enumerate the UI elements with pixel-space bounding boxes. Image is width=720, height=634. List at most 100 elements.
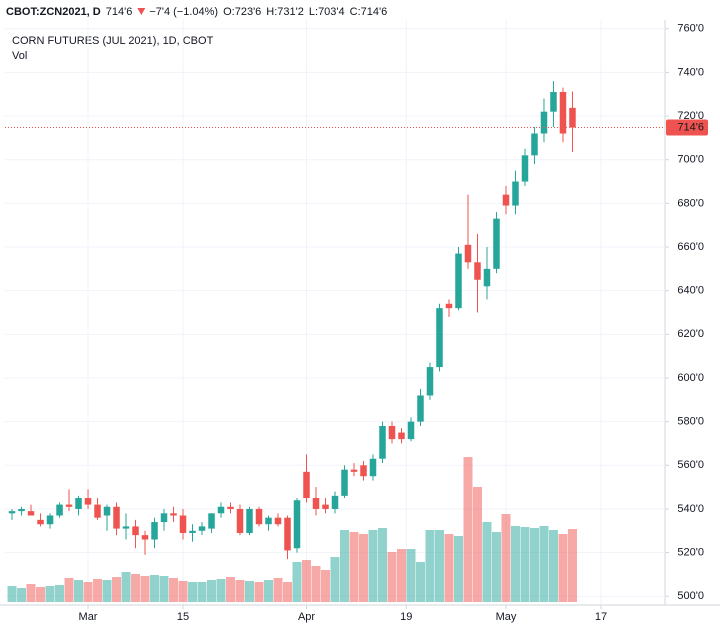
volume-bar (311, 566, 321, 602)
candle-body (502, 194, 510, 206)
y-tick-label: 520'0 (677, 547, 704, 559)
volume-bar (339, 530, 349, 602)
volume-bar (491, 532, 501, 602)
candle-body (369, 458, 377, 477)
header: CBOT:ZCN2021, D 714'6 −7'4 (−1.04%) O: 723'6… (6, 6, 387, 18)
volume-bar (226, 577, 236, 602)
volume-bar (302, 560, 312, 602)
candle-body (132, 526, 139, 536)
y-tick-label: 500'0 (677, 590, 704, 602)
volume-bar (64, 578, 74, 602)
candle-body (407, 421, 415, 440)
candle-body (56, 504, 63, 516)
y-tick-label: 580'0 (677, 416, 704, 428)
volume-bar (17, 588, 27, 602)
candle-body (455, 253, 462, 309)
candle-body (445, 303, 453, 309)
volume-bar (283, 582, 293, 602)
volume-bar (93, 579, 103, 602)
volume-bar (254, 582, 264, 602)
volume-bar (330, 557, 340, 602)
volume-bar (387, 552, 397, 602)
candle-body (113, 506, 120, 529)
volume-bar (131, 574, 141, 602)
x-tick-label: May (496, 611, 517, 623)
symbol: CBOT:ZCN2021, D (6, 6, 101, 18)
volume-label: Vol (12, 50, 27, 62)
volume-bar (444, 534, 454, 602)
candle-body (27, 511, 35, 516)
candle-body (46, 515, 54, 525)
volume-bar (36, 587, 46, 602)
volume-bar (415, 562, 425, 602)
volume-bar (548, 530, 558, 602)
candle-body (227, 506, 234, 509)
candle-body (360, 465, 367, 477)
volume-bar (245, 581, 255, 602)
candle-body (84, 498, 92, 505)
y-tick-label: 660'0 (677, 241, 704, 253)
volume-bar (178, 581, 188, 602)
volume-bar (121, 572, 131, 602)
candle-body (198, 526, 206, 531)
volume-bar (349, 532, 359, 602)
volume-bar (150, 575, 160, 602)
volume-bar (558, 534, 568, 602)
volume-bar (55, 585, 65, 602)
candle-body (217, 506, 225, 514)
candle-body (274, 517, 282, 525)
candle-body (436, 308, 443, 368)
candle-body (559, 92, 567, 134)
y-tick-label: 740'0 (677, 66, 704, 78)
volume-bar (406, 549, 416, 602)
ohlc-label: O: (223, 6, 235, 18)
volume-bar (520, 527, 530, 602)
last-price-label: 714'6 (677, 121, 704, 133)
candle-body (160, 513, 168, 523)
candle-body (417, 395, 424, 422)
volume-bar (7, 586, 17, 602)
volume-bar (434, 530, 444, 602)
candle-body (236, 508, 244, 533)
candle-body (37, 519, 44, 525)
candle-body (569, 107, 576, 128)
ohlc-label: L: (309, 6, 318, 18)
candle-body (284, 517, 291, 551)
y-tick-label: 560'0 (677, 459, 704, 471)
candle-body (75, 498, 82, 509)
volume-bar (74, 580, 84, 602)
price-change: −7'4 (−1.04%) (149, 6, 218, 18)
volume-bar (472, 487, 482, 602)
ohlc-label: C: (350, 6, 361, 18)
candle-body (246, 508, 253, 533)
candle-body (65, 504, 73, 507)
candle-body (398, 432, 405, 440)
volume-bar (368, 530, 378, 602)
candle-body (103, 506, 111, 516)
volume-bar (26, 584, 36, 602)
candle-body (141, 535, 149, 540)
ohlc-value: 703'4 (318, 6, 345, 18)
y-tick-label: 720'0 (677, 110, 704, 122)
y-tick-label: 640'0 (677, 285, 704, 297)
chart-title: CORN FUTURES (JUL 2021), 1D, CBOT (12, 35, 214, 47)
volume-bar (529, 528, 539, 602)
x-tick-label: 17 (595, 611, 607, 623)
volume-bar (273, 578, 283, 602)
candle-body (483, 268, 491, 287)
ohlc-value: 723'6 (235, 6, 262, 18)
candle-body (189, 530, 196, 533)
volume-bar (453, 536, 463, 602)
volume-bar (510, 526, 520, 602)
volume-bar (321, 570, 331, 602)
volume-bar (539, 526, 549, 602)
ohlc-value: 714'6 (361, 6, 388, 18)
candle-body (350, 469, 358, 472)
candle-body (531, 133, 538, 156)
candle-body (493, 218, 500, 269)
candle-body (341, 469, 348, 496)
candle-body (8, 511, 16, 514)
candle-body (303, 471, 310, 499)
candle-body (151, 522, 158, 540)
